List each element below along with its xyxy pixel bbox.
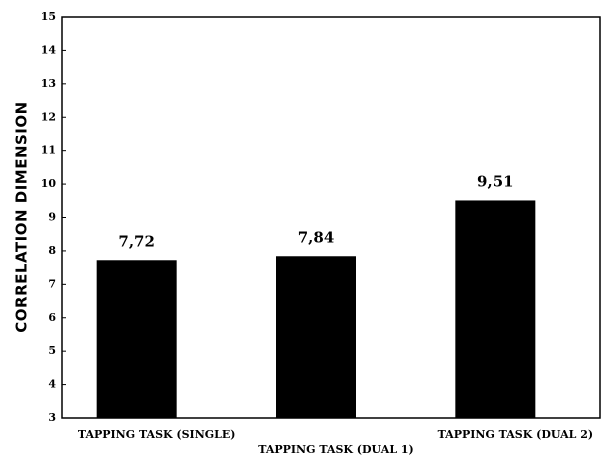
y-tick-label: 11 xyxy=(41,144,56,157)
value-label: 9,51 xyxy=(477,172,514,190)
bar xyxy=(276,256,356,418)
x-tick-label: TAPPING TASK (DUAL 2) xyxy=(438,428,594,441)
bar xyxy=(455,200,536,418)
y-tick-label: 6 xyxy=(48,311,56,324)
value-label: 7,84 xyxy=(298,228,335,246)
y-tick-label: 8 xyxy=(48,244,56,257)
x-tick-label: TAPPING TASK (DUAL 1) xyxy=(258,443,414,456)
y-tick-label: 12 xyxy=(41,110,56,123)
y-tick-label: 5 xyxy=(48,344,56,357)
y-tick-label: 7 xyxy=(48,277,56,290)
y-tick-label: 3 xyxy=(48,411,56,424)
y-tick-label: 14 xyxy=(41,43,57,56)
y-tick-label: 4 xyxy=(48,378,56,391)
y-tick-label: 15 xyxy=(41,10,56,23)
y-tick-label: 9 xyxy=(48,211,56,224)
y-tick-label: 13 xyxy=(41,77,56,90)
bar xyxy=(96,260,177,418)
y-tick-label: 10 xyxy=(41,177,57,190)
y-axis-label: CORRELATION DIMENSION xyxy=(13,101,31,332)
value-label: 7,72 xyxy=(118,232,155,250)
x-tick-label: TAPPING TASK (SINGLE) xyxy=(78,428,236,441)
